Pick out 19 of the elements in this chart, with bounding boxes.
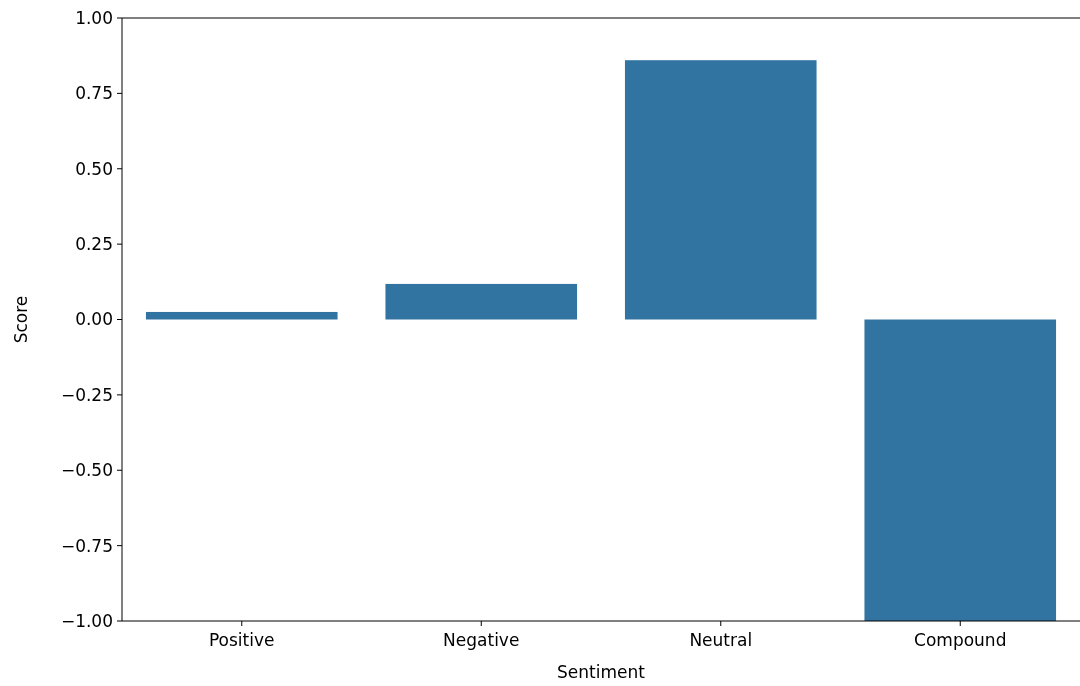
y-tick-label: −0.50 (60, 460, 113, 481)
x-tick-label: Negative (443, 630, 520, 650)
x-tick-label: Positive (208, 630, 275, 650)
x-tick-label: Neutral (689, 630, 753, 650)
y-tick-label: 0.00 (75, 309, 113, 330)
y-tick-label: −1.00 (60, 610, 113, 631)
bar (624, 60, 817, 320)
x-axis-title: Sentiment (557, 662, 646, 682)
x-tick-label: Compound (914, 630, 1007, 650)
bar (385, 283, 578, 320)
bar (864, 319, 1057, 621)
y-axis-title: Score (11, 295, 31, 344)
y-tick-label: 0.25 (75, 234, 113, 255)
y-tick-label: 1.00 (75, 7, 113, 28)
bar (145, 311, 338, 320)
y-tick-label: −0.25 (60, 384, 113, 405)
y-tick-label: −0.75 (60, 535, 113, 556)
y-tick-label: 0.75 (75, 83, 113, 104)
y-tick-label: 0.50 (75, 158, 113, 179)
